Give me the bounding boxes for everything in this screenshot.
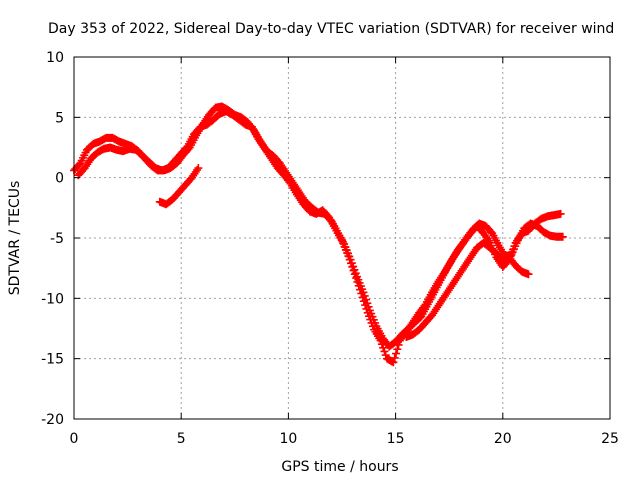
series-track-b [74, 107, 565, 367]
x-tick-label: 10 [279, 431, 297, 447]
x-tick-label: 0 [70, 431, 79, 447]
data-point-marker [394, 340, 403, 349]
y-tick-label: -5 [50, 231, 64, 247]
data-point-marker [75, 160, 84, 169]
data-point-marker [194, 164, 203, 173]
data-point-marker [344, 252, 353, 261]
data-point-marker [392, 349, 401, 358]
data-point-marker [524, 270, 533, 279]
data-point-marker [377, 340, 386, 349]
data-point-marker [389, 358, 398, 367]
y-tick-label: 5 [55, 110, 64, 126]
data-point-marker [352, 274, 361, 283]
x-tick-label: 15 [387, 431, 405, 447]
data-points [70, 102, 567, 367]
y-tick-label: -10 [41, 291, 64, 307]
data-point-marker [362, 304, 371, 313]
data-point-marker [361, 301, 370, 310]
series-track-a [70, 102, 567, 351]
data-point-marker [348, 262, 357, 271]
data-point-marker [380, 347, 389, 356]
y-tick-label: 10 [46, 50, 64, 66]
data-point-marker [393, 345, 402, 354]
data-point-marker [354, 281, 363, 290]
data-point-marker [556, 209, 565, 218]
data-point-marker [420, 302, 429, 311]
data-point-marker [349, 266, 358, 275]
data-point-marker [558, 232, 567, 241]
x-tick-label: 20 [494, 431, 512, 447]
y-tick-label: -20 [41, 412, 64, 428]
chart-title: Day 353 of 2022, Sidereal Day-to-day VTE… [48, 21, 614, 37]
series-track-c [155, 164, 203, 209]
series-track-d [402, 238, 533, 341]
y-axis-label: SDTVAR / TECUs [7, 181, 23, 296]
data-point-marker [350, 270, 359, 279]
axis-ticks: 0 5 10 15 20 25 -20 -15 -10 -5 0 5 10 [41, 50, 619, 447]
data-point-marker [379, 343, 388, 352]
data-point-marker [381, 351, 390, 360]
data-point-marker [376, 336, 385, 345]
data-point-marker [353, 277, 362, 286]
data-point-marker [358, 293, 367, 302]
y-tick-label: 0 [55, 171, 64, 187]
data-point-marker [390, 353, 399, 362]
data-point-marker [356, 285, 365, 294]
y-tick-label: -15 [41, 352, 64, 368]
x-tick-label: 5 [177, 431, 186, 447]
x-tick-label: 25 [601, 431, 619, 447]
data-point-marker [345, 255, 354, 264]
data-point-marker [347, 259, 356, 268]
x-axis-label: GPS time / hours [281, 459, 398, 475]
data-point-marker [359, 297, 368, 306]
data-point-marker [357, 289, 366, 298]
